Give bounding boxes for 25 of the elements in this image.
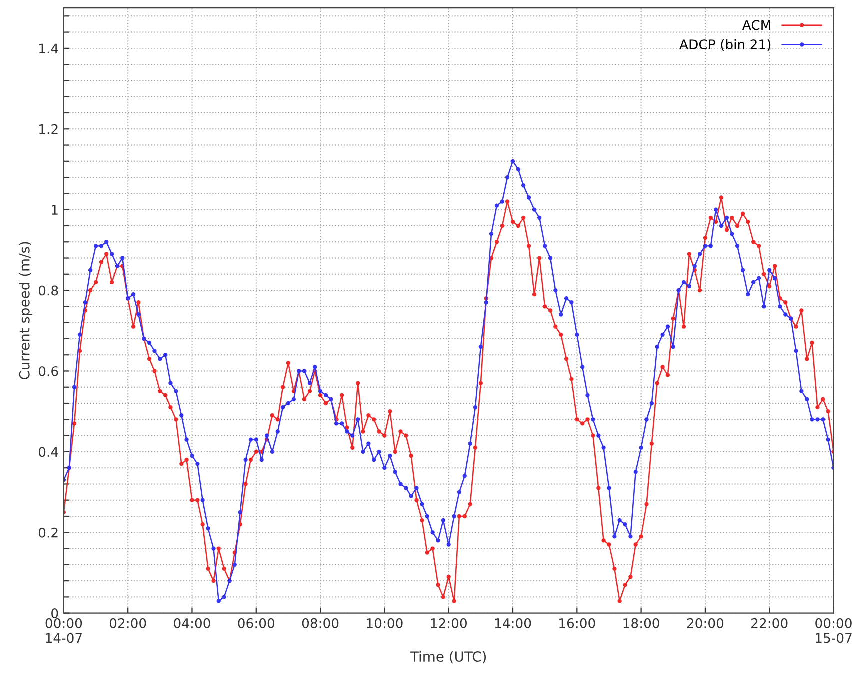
x-tick-label: 22:00 (752, 618, 788, 628)
x-tick-label: 16:00 (560, 618, 596, 628)
x-tick-label: 00:00 14-07 (46, 618, 82, 644)
x-tick-label: 14:00 (495, 618, 532, 628)
x-tick-label: 12:00 (431, 618, 467, 628)
y-tick-label: 1 (52, 205, 58, 215)
y-tick-label: 1.2 (40, 124, 58, 134)
legend-label: ACM (742, 20, 770, 30)
x-tick-label: 10:00 (367, 618, 403, 628)
y-tick-label: 0.4 (38, 447, 58, 458)
x-tick-label: 02:00 (110, 618, 146, 628)
x-tick-label: 00:00 15-07 (816, 618, 852, 644)
y-tick-label: 0 (52, 608, 58, 619)
y-tick-label: 0.6 (38, 366, 58, 376)
x-tick-label: 20:00 (687, 618, 724, 628)
y-tick-label: 0.2 (38, 528, 58, 538)
y-tick-label: 0.8 (38, 286, 58, 296)
y-axis-title: Current speed (m/s) (19, 242, 33, 380)
x-tick-label: 08:00 (302, 618, 339, 628)
x-tick-label: 18:00 (624, 618, 660, 628)
x-tick-label: 06:00 (238, 618, 275, 628)
legend-label: ADCP (bin 21) (680, 39, 771, 52)
x-tick-label: 04:00 (174, 618, 210, 628)
y-tick-label: 1.4 (40, 44, 58, 54)
x-axis-title: Time (UTC) (410, 651, 486, 664)
